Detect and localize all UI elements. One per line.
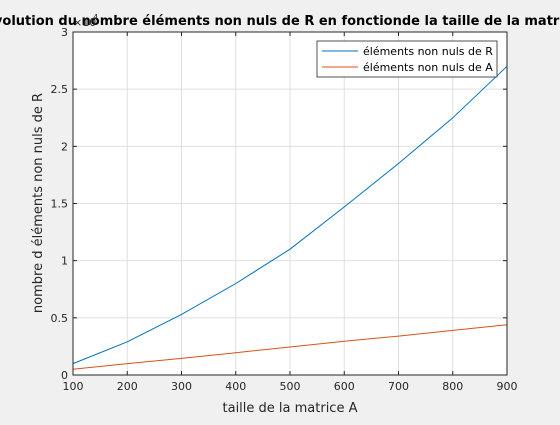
x-tick-label: 400 xyxy=(225,380,246,393)
x-tick-label: 500 xyxy=(280,380,301,393)
y-axis: 0 0.5 1 1.5 2 2.5 3 xyxy=(51,26,507,382)
chart-title: évolution du nombre éléments non nuls de… xyxy=(0,14,560,29)
x-axis: 100 200 300 400 500 600 700 800 900 xyxy=(63,32,518,393)
legend-label-a: éléments non nuls de A xyxy=(363,61,493,74)
y-tick-label: 1.5 xyxy=(51,198,69,211)
x-tick-label: 200 xyxy=(117,380,138,393)
y-tick-label: 0 xyxy=(61,369,68,382)
x-tick-label: 600 xyxy=(334,380,355,393)
x-tick-label: 900 xyxy=(497,380,518,393)
series-line-r xyxy=(72,65,508,365)
y-axis-label: nombre d éléments non nuls de R xyxy=(31,93,46,313)
x-tick-label: 800 xyxy=(442,380,463,393)
x-tick-label: 100 xyxy=(63,380,84,393)
series-layer xyxy=(72,65,508,370)
y-tick-label: 2 xyxy=(61,140,68,153)
legend[interactable]: éléments non nuls de R éléments non nuls… xyxy=(316,40,498,78)
y-axis-exponent-base: ×10 xyxy=(73,16,96,29)
y-tick-label: 2.5 xyxy=(51,83,69,96)
y-tick-label: 3 xyxy=(61,26,68,39)
y-tick-label: 1 xyxy=(61,255,68,268)
x-tick-label: 700 xyxy=(388,380,409,393)
x-tick-label: 300 xyxy=(171,380,192,393)
series-line-a xyxy=(72,324,508,370)
legend-label-r: éléments non nuls de R xyxy=(363,45,493,58)
y-tick-label: 0.5 xyxy=(51,312,69,325)
legend-box xyxy=(316,40,498,78)
x-axis-label: taille de la matrice A xyxy=(223,401,358,416)
y-axis-exponent-power: 4 xyxy=(93,13,98,22)
